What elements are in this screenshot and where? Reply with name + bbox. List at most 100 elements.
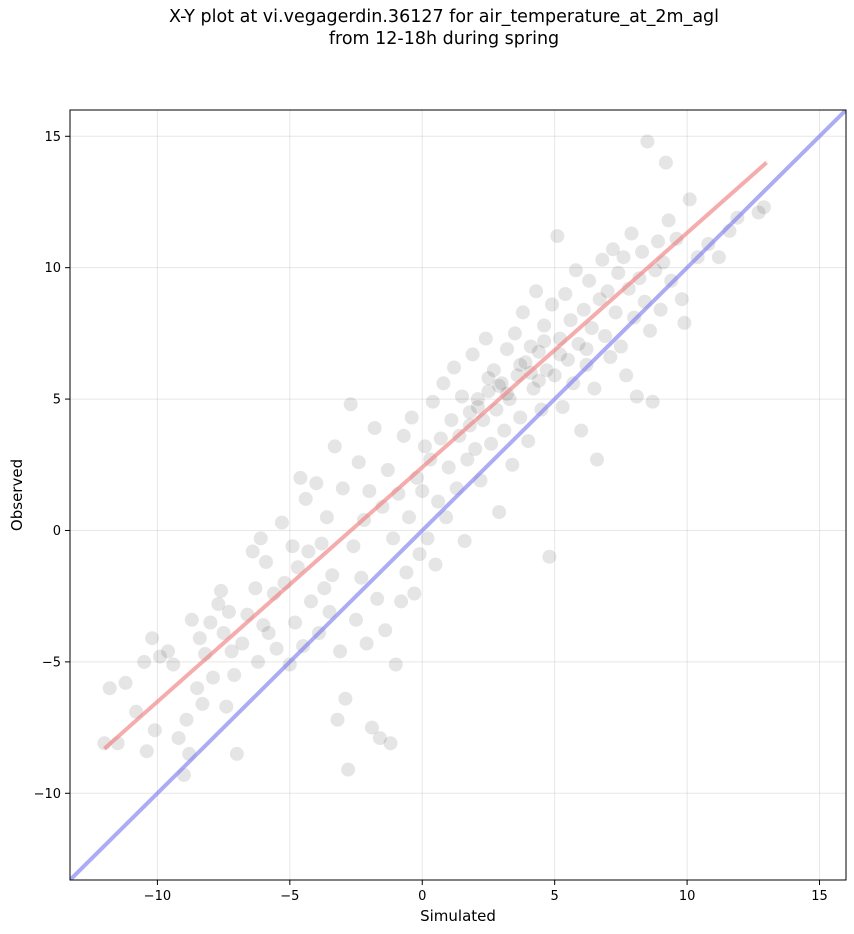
data-point: [338, 691, 353, 706]
data-point: [550, 229, 565, 244]
data-point: [221, 604, 236, 619]
data-point: [558, 287, 573, 301]
data-point: [161, 644, 175, 659]
y-tick-label: −10: [34, 787, 61, 802]
data-point: [153, 649, 167, 664]
data-point: [184, 612, 199, 627]
data-point: [497, 423, 512, 438]
data-point: [399, 565, 414, 580]
data-point: [380, 463, 395, 477]
data-point: [330, 712, 345, 727]
data-point: [619, 368, 634, 383]
data-point: [505, 457, 520, 472]
data-point: [547, 368, 562, 383]
data-point: [677, 315, 692, 330]
data-point: [661, 213, 676, 228]
data-point: [417, 439, 432, 454]
data-point: [251, 654, 265, 669]
x-tick-label: −5: [280, 889, 299, 904]
data-point: [224, 644, 239, 659]
data-point: [102, 681, 117, 696]
axes: −10 −5 0 5 10 15 −10 −5 0 5 10 15: [34, 130, 828, 904]
data-point: [147, 723, 162, 738]
data-point: [441, 460, 456, 475]
data-point: [203, 615, 218, 630]
data-point: [513, 410, 528, 425]
data-point: [425, 394, 440, 409]
data-points: [97, 134, 771, 782]
data-point: [568, 263, 583, 278]
data-point: [118, 675, 133, 690]
data-point: [351, 455, 366, 470]
data-point: [288, 615, 303, 630]
data-point: [669, 231, 684, 246]
data-point: [335, 481, 350, 496]
data-point: [635, 244, 650, 259]
data-point: [229, 746, 244, 761]
data-point: [195, 696, 210, 711]
data-point: [539, 363, 554, 378]
data-point: [518, 355, 533, 370]
data-point: [383, 736, 398, 751]
data-point: [751, 205, 766, 220]
data-point: [372, 731, 387, 746]
data-point: [531, 344, 546, 359]
chart-title-line-1: X-Y plot at vi.vegagerdin.36127 for air_…: [168, 7, 720, 27]
data-point: [629, 389, 644, 404]
data-point: [645, 394, 660, 409]
x-axis-label: Simulated: [420, 907, 496, 925]
data-point: [166, 657, 181, 672]
data-point: [431, 494, 446, 509]
data-point: [367, 421, 382, 435]
data-point: [574, 423, 589, 438]
data-point: [171, 731, 186, 746]
data-point: [507, 326, 522, 341]
data-point: [682, 192, 697, 207]
data-point: [571, 336, 586, 351]
grid: [70, 110, 846, 880]
data-point: [537, 334, 552, 349]
data-point: [756, 200, 771, 215]
data-point: [322, 604, 337, 619]
data-point: [584, 321, 599, 336]
data-point: [415, 484, 430, 499]
data-point: [648, 263, 663, 278]
data-point: [478, 331, 493, 346]
data-point: [613, 339, 628, 354]
data-point: [608, 305, 623, 320]
data-point: [500, 342, 514, 357]
data-point: [341, 762, 356, 777]
data-point: [253, 531, 268, 546]
data-point: [245, 544, 260, 559]
identity-line: [70, 110, 846, 880]
data-point: [481, 384, 496, 399]
data-point: [402, 510, 416, 525]
data-point: [285, 539, 300, 554]
data-point: [460, 452, 475, 467]
y-tick-label: 0: [53, 524, 61, 539]
data-point: [711, 250, 726, 265]
data-point: [515, 305, 530, 320]
data-point: [404, 410, 419, 425]
data-point: [304, 594, 318, 609]
data-point: [248, 581, 263, 596]
data-point: [545, 297, 559, 312]
data-point: [531, 373, 546, 388]
data-point: [354, 570, 369, 585]
y-tick-label: 15: [44, 130, 61, 145]
data-point: [378, 623, 393, 638]
x-tick-label: 15: [811, 889, 828, 904]
data-point: [465, 347, 480, 362]
data-point: [256, 618, 271, 633]
data-point: [333, 644, 348, 659]
data-point: [309, 476, 324, 491]
data-point: [359, 636, 374, 651]
data-point: [492, 378, 507, 393]
data-point: [388, 657, 403, 672]
data-point: [611, 265, 626, 280]
data-point: [259, 555, 273, 569]
data-point: [521, 434, 536, 449]
data-point: [658, 155, 673, 170]
data-point: [457, 534, 472, 548]
